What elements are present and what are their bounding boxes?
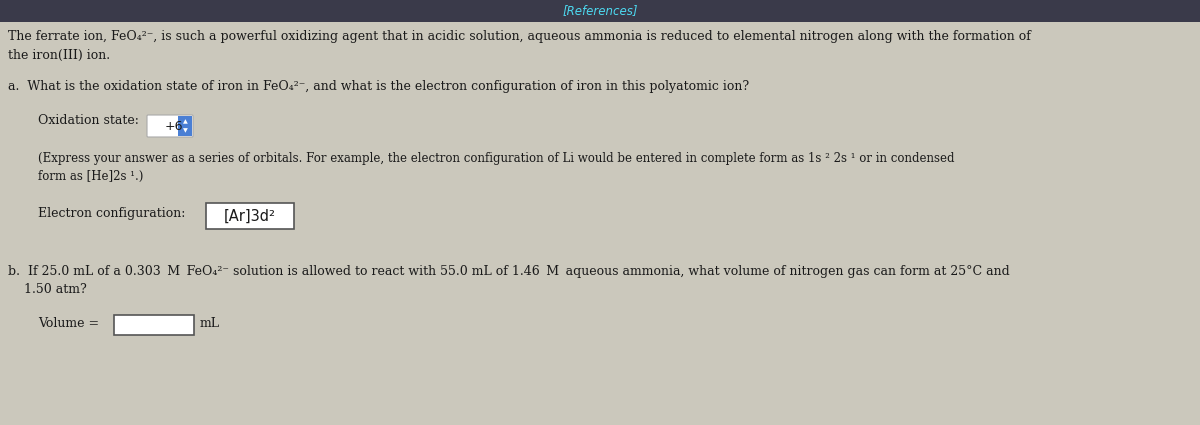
Text: ▲: ▲	[182, 119, 187, 124]
Text: [Ar]3d²: [Ar]3d²	[224, 209, 276, 224]
Bar	[0, 0, 1200, 22]
Text: Volume =: Volume =	[38, 317, 103, 330]
Text: the iron(III) ion.: the iron(III) ion.	[8, 49, 110, 62]
FancyBboxPatch shape	[148, 115, 193, 137]
Text: 1.50 atm?: 1.50 atm?	[8, 283, 86, 296]
Text: ▼: ▼	[182, 128, 187, 133]
FancyBboxPatch shape	[178, 116, 192, 136]
Text: a.  What is the oxidation state of iron in FeO₄²⁻, and what is the electron conf: a. What is the oxidation state of iron i…	[8, 80, 749, 93]
Bar	[206, 203, 294, 229]
Text: The ferrate ion, FeO₄²⁻, is such a powerful oxidizing agent that in acidic solut: The ferrate ion, FeO₄²⁻, is such a power…	[8, 30, 1031, 43]
Bar	[114, 315, 194, 335]
Text: mL: mL	[200, 317, 220, 330]
Text: Electron configuration:: Electron configuration:	[38, 207, 190, 220]
Text: form as [He]2s ¹.): form as [He]2s ¹.)	[38, 170, 143, 183]
Text: b.  If 25.0 mL of a 0.303  M  FeO₄²⁻ solution is allowed to react with 55.0 mL o: b. If 25.0 mL of a 0.303 M FeO₄²⁻ soluti…	[8, 265, 1009, 278]
Text: [References]: [References]	[563, 5, 637, 17]
Text: Oxidation state:: Oxidation state:	[38, 114, 146, 127]
Text: (Express your answer as a series of orbitals. For example, the electron configur: (Express your answer as a series of orbi…	[38, 152, 954, 165]
Text: +6: +6	[164, 119, 184, 133]
